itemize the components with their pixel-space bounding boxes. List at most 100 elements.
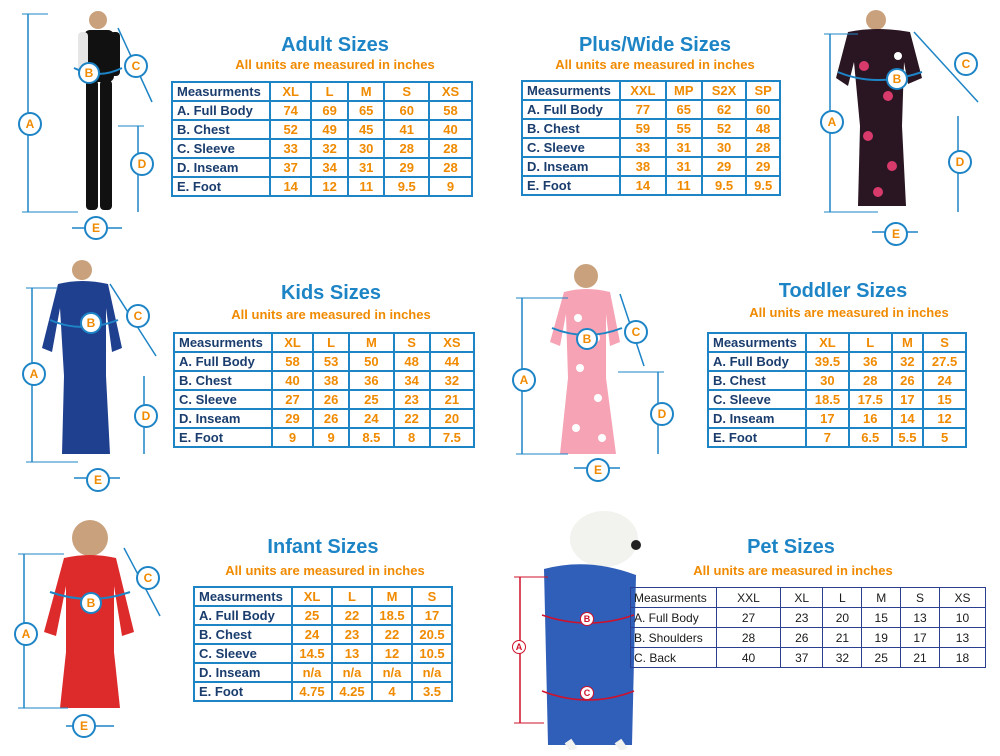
- table-row: A. Full Body 39.5 36 32 27.5: [707, 351, 967, 372]
- table-row: E. Foot 9 9 8.5 8 7.5: [173, 427, 476, 448]
- table-cell: 28: [847, 370, 893, 391]
- table-cell: 11: [346, 176, 386, 197]
- table-cell: 16: [847, 408, 893, 429]
- table-cell: 14: [268, 176, 313, 197]
- table-cell: 4.75: [291, 681, 333, 702]
- table-cell: A. Full Body: [193, 605, 293, 626]
- table-header-cell: Measurments: [193, 586, 293, 607]
- table-row: E. Foot 14 12 11 9.5 9: [171, 176, 473, 197]
- table-row: C. Sleeve 27 26 25 23 21: [173, 389, 476, 410]
- table-cell: 22: [392, 408, 431, 429]
- table-row: A. Full Body 27 23 20 15 13 10: [630, 607, 987, 628]
- table-header-cell: L: [310, 81, 349, 102]
- table-cell: B. Chest: [171, 119, 271, 140]
- table-row: B. Chest 52 49 45 41 40: [171, 119, 473, 140]
- table-header-cell: L: [822, 587, 863, 608]
- table-cell: 33: [619, 137, 667, 158]
- table-cell: A. Full Body: [707, 351, 807, 372]
- table-header-cell: M: [861, 587, 902, 608]
- plus-size-table: Measurments XXL MP S2X SP A. Full Body 77…: [521, 80, 781, 196]
- table-cell: 22: [331, 605, 373, 626]
- table-cell: 50: [348, 351, 395, 372]
- table-cell: C. Sleeve: [173, 389, 273, 410]
- table-cell: 23: [392, 389, 431, 410]
- table-cell: 12: [310, 176, 349, 197]
- table-header-row: Measurments XL L M S: [193, 586, 453, 607]
- adult-title: Adult Sizes: [281, 34, 389, 56]
- table-cell: 9: [270, 427, 315, 448]
- table-cell: 22: [371, 624, 413, 645]
- table-row: E. Foot 4.75 4.25 4 3.5: [193, 681, 453, 702]
- marker-d: D: [650, 402, 674, 426]
- table-cell: 41: [383, 119, 431, 140]
- table-header-cell: SP: [745, 80, 781, 101]
- kids-subtitle: All units are measured in inches: [231, 307, 431, 322]
- table-cell: 52: [268, 119, 313, 140]
- toddler-subtitle: All units are measured in inches: [749, 305, 949, 320]
- table-cell: 23: [780, 607, 824, 628]
- table-cell: 26: [890, 370, 925, 391]
- table-cell: 37: [268, 157, 313, 178]
- table-cell: 69: [310, 100, 349, 121]
- table-header-cell: L: [847, 332, 893, 353]
- marker-a: A: [22, 362, 46, 386]
- table-cell: 9.5: [745, 175, 781, 196]
- table-cell: 58: [428, 100, 473, 121]
- table-cell: 38: [619, 156, 667, 177]
- table-cell: 26: [312, 389, 351, 410]
- table-cell: B. Chest: [173, 370, 273, 391]
- table-row: A. Full Body 58 53 50 48 44: [173, 351, 476, 372]
- table-cell: 20.5: [411, 624, 453, 645]
- table-cell: 10.5: [411, 643, 453, 664]
- marker-c: C: [136, 566, 160, 590]
- table-cell: 36: [847, 351, 893, 372]
- table-cell: n/a: [411, 662, 453, 683]
- toddler-size-table: Measurments XL L M S A. Full Body 39.5 36 3…: [707, 332, 967, 448]
- table-row: B. Chest 24 23 22 20.5: [193, 624, 453, 645]
- table-cell: 32: [890, 351, 925, 372]
- table-cell: 28: [715, 627, 782, 648]
- marker-c: C: [580, 686, 594, 700]
- table-header-cell: Measurments: [171, 81, 271, 102]
- table-cell: 12: [922, 408, 967, 429]
- table-cell: 49: [310, 119, 349, 140]
- table-cell: B. Chest: [193, 624, 293, 645]
- table-cell: 28: [428, 157, 473, 178]
- table-header-cell: XXL: [619, 80, 667, 101]
- table-cell: 60: [745, 99, 781, 120]
- table-cell: 58: [270, 351, 315, 372]
- table-cell: 3.5: [411, 681, 453, 702]
- marker-b: B: [576, 328, 598, 350]
- table-cell: 14: [619, 175, 667, 196]
- table-cell: 21: [428, 389, 476, 410]
- table-header-row: Measurments XL L M S XS: [171, 81, 473, 102]
- table-header-cell: M: [346, 81, 386, 102]
- table-header-cell: S: [900, 587, 940, 608]
- table-cell: 4: [371, 681, 413, 702]
- table-cell: 15: [861, 607, 902, 628]
- table-cell: 26: [312, 408, 351, 429]
- table-header-cell: Measurments: [630, 587, 717, 608]
- table-cell: 33: [268, 138, 313, 159]
- marker-e: E: [84, 216, 108, 240]
- table-cell: 59: [619, 118, 667, 139]
- table-cell: E. Foot: [521, 175, 621, 196]
- table-cell: E. Foot: [193, 681, 293, 702]
- table-cell: 40: [428, 119, 473, 140]
- marker-d: D: [130, 152, 154, 176]
- table-cell: A. Full Body: [171, 100, 271, 121]
- table-header-cell: XS: [938, 587, 987, 608]
- pet-size-table: Measurments XXL XL L M S XS A. Full Body…: [630, 587, 987, 668]
- marker-a: A: [512, 640, 526, 654]
- table-cell: E. Foot: [173, 427, 273, 448]
- table-cell: 18.5: [805, 389, 850, 410]
- table-cell: E. Foot: [707, 427, 807, 448]
- table-cell: 14: [890, 408, 925, 429]
- table-row: D. Inseam 17 16 14 12: [707, 408, 967, 429]
- table-cell: 40: [270, 370, 315, 391]
- table-cell: 27: [270, 389, 315, 410]
- table-cell: A. Full Body: [521, 99, 621, 120]
- table-header-cell: XL: [268, 81, 313, 102]
- marker-a: A: [14, 622, 38, 646]
- table-row: C. Sleeve 33 32 30 28 28: [171, 138, 473, 159]
